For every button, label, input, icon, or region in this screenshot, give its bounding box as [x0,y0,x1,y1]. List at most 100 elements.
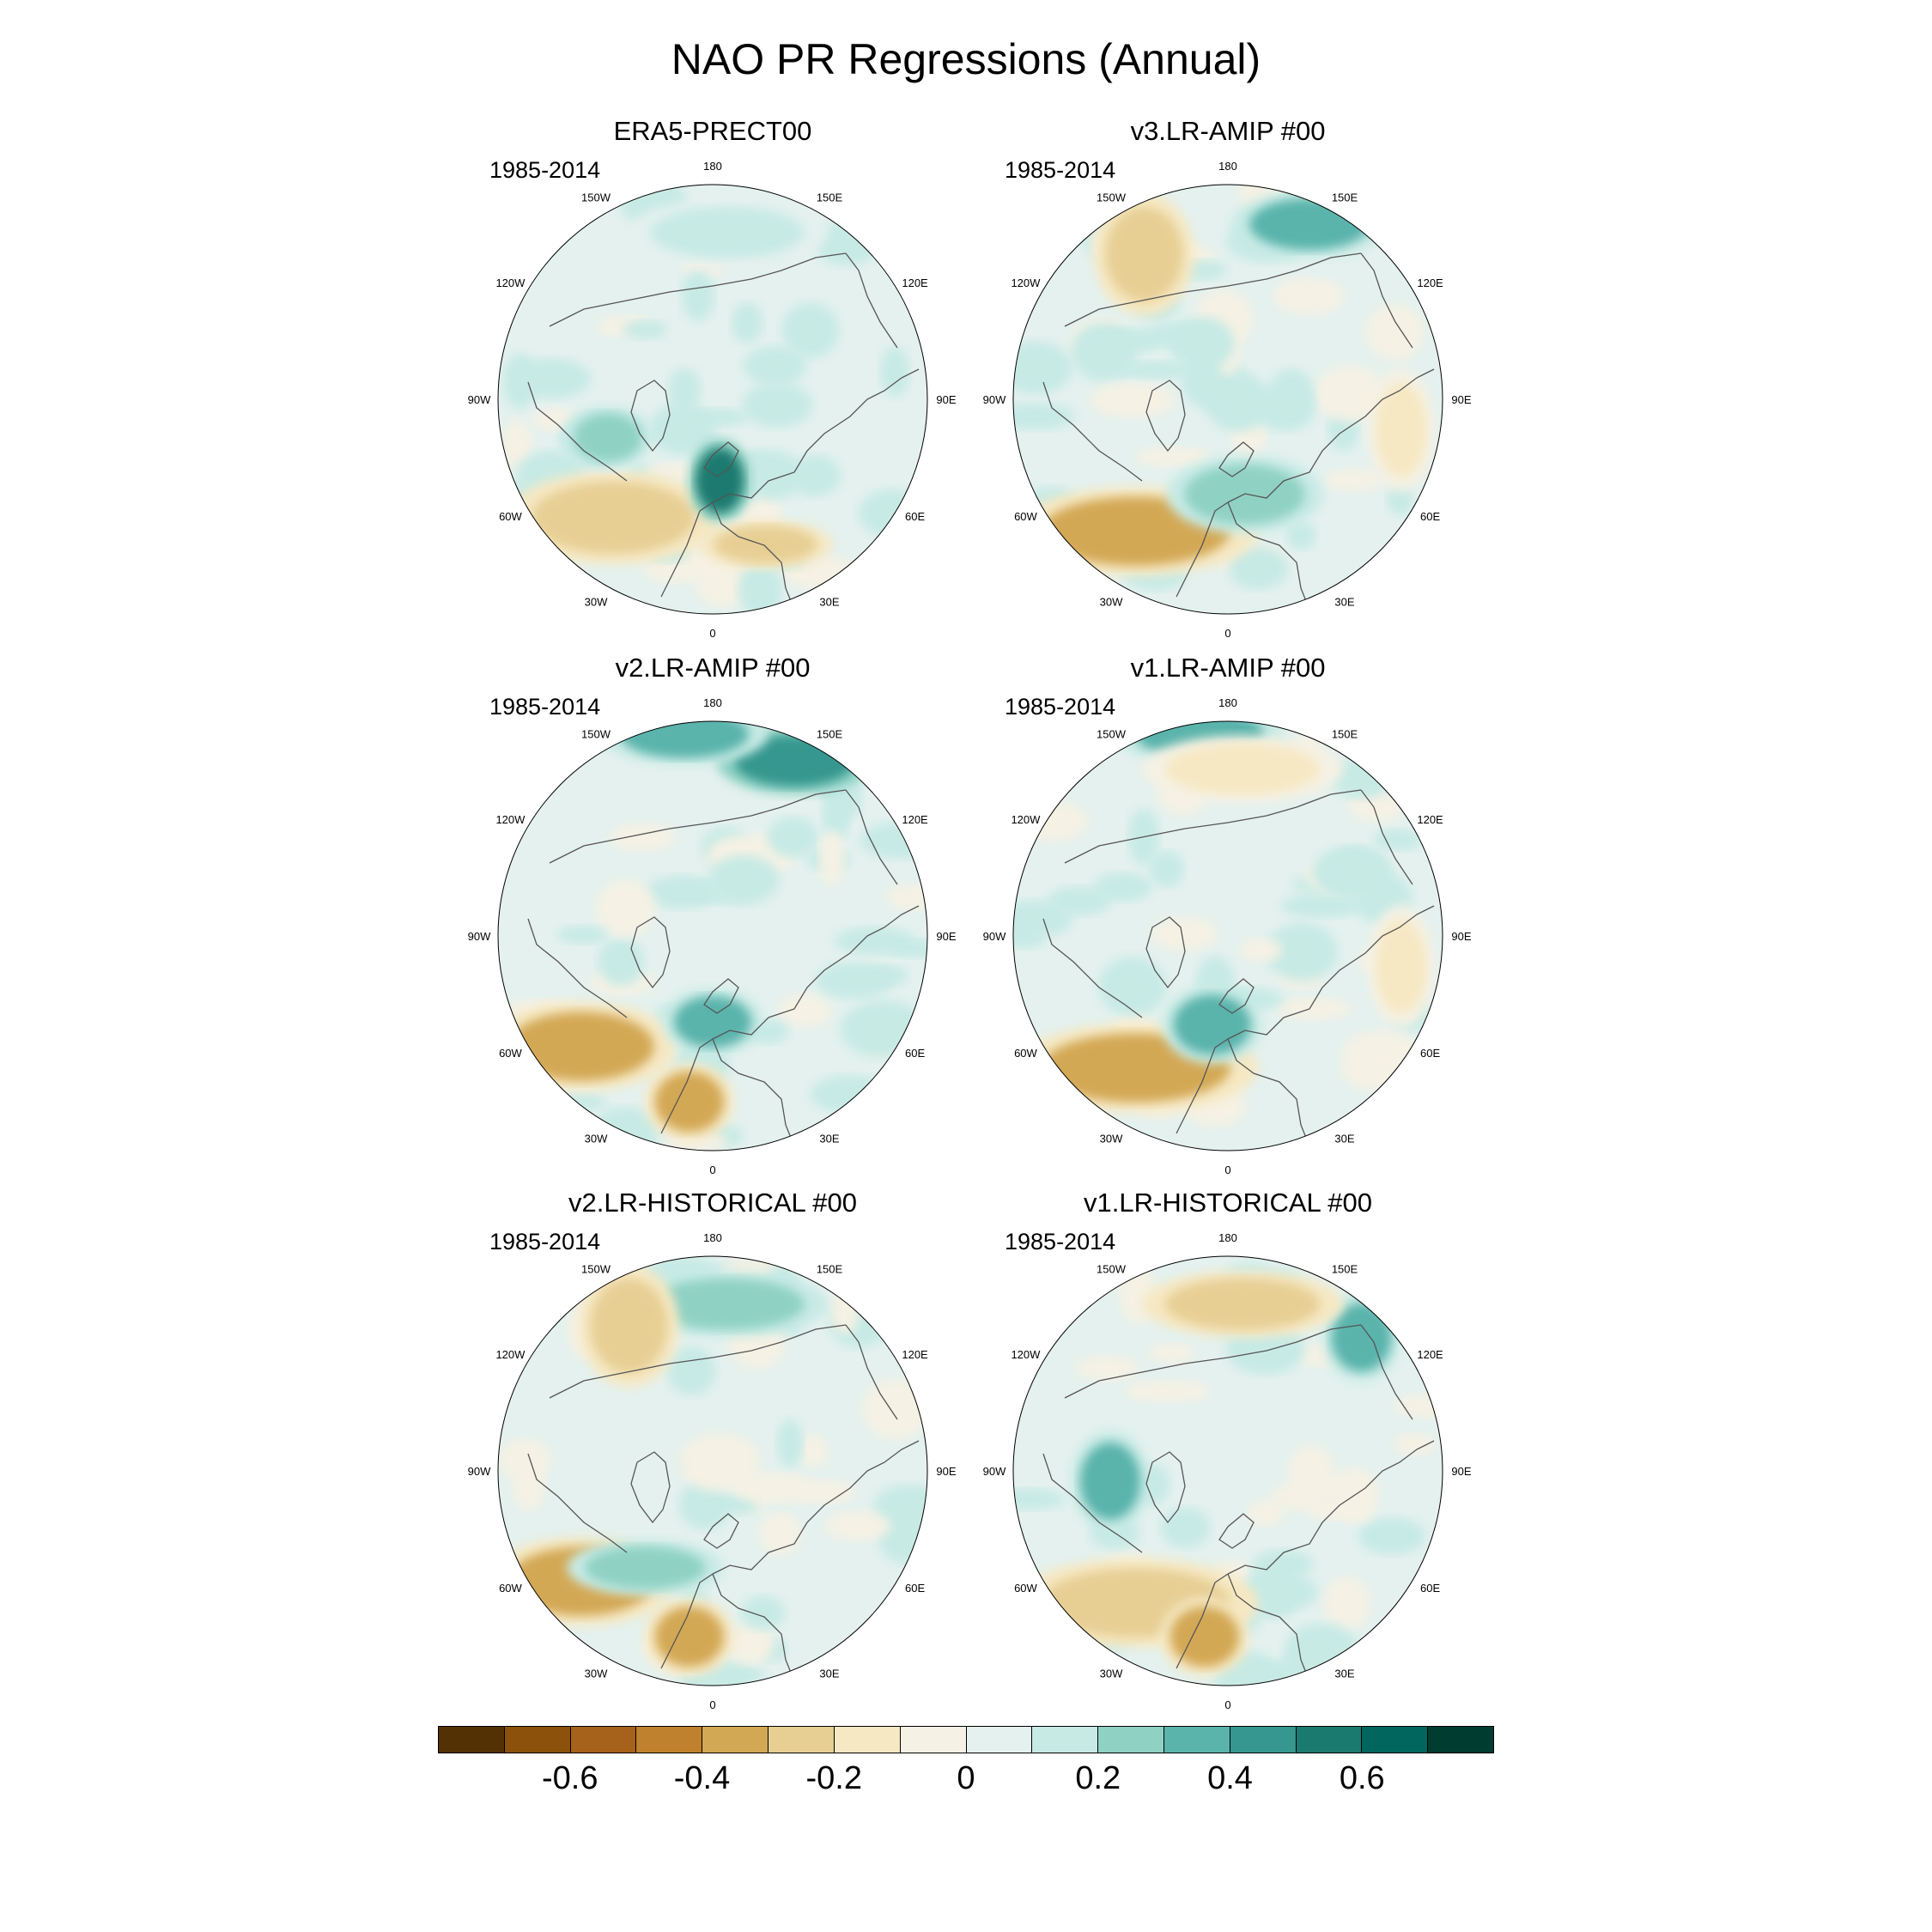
noise-patch [1373,829,1423,851]
longitude-label: 60W [1014,1047,1037,1060]
noise-patch [810,1075,889,1113]
noise-patch [648,404,716,455]
noise-patch [610,823,676,851]
longitude-label: 120E [1417,813,1443,826]
anomaly-feature [714,526,817,564]
noise-patch [1228,546,1289,590]
colorbar-swatch [1098,1727,1164,1753]
longitude-label: 0 [1224,627,1230,640]
noise-patch [889,939,927,958]
panel-title: ERA5-PRECT00 [613,116,812,146]
anomaly-feature [654,1607,724,1668]
noise-patch [667,1346,716,1396]
longitude-label: 180 [1218,696,1237,709]
noise-patch [681,270,715,321]
panel-title: v1.LR-AMIP #00 [1130,653,1326,683]
noise-patch [880,346,909,397]
map-panel-v3-amip: v3.LR-AMIP #00 1985-2014 180 150E 120E 90E 6… [970,116,1485,648]
longitude-label: 60W [1014,510,1037,523]
anomaly-feature [1080,1442,1141,1520]
noise-patch [1160,1507,1211,1548]
longitude-label: 150E [817,191,843,204]
map-panel-v1-historical: v1.LR-HISTORICAL #00 1985-2014 180 150E 12… [970,1188,1485,1720]
noise-patch [1325,468,1382,492]
noise-patch [501,419,533,469]
longitude-label: 120E [902,813,928,826]
longitude-label: 60W [499,510,522,523]
coastline [549,1324,847,1399]
longitude-label: 30W [585,1668,608,1680]
colorbar: -0.6 -0.4 -0.2 0 0.2 0.4 0.6 [438,1726,1494,1829]
coastline [1227,368,1435,503]
noise-patch [1013,1488,1066,1510]
colorbar-swatch [570,1727,637,1753]
coastline [1218,1513,1255,1549]
noise-patch [1135,447,1211,468]
longitude-label: 30E [1334,1668,1354,1680]
anomaly-feature [649,206,805,258]
longitude-label: 60E [905,510,925,523]
colorbar-swatch [1163,1727,1230,1753]
noise-patch [776,1419,804,1467]
map-panel-era5: ERA5-PRECT00 1985-2014 180 150E 120E 90E 60E… [455,116,970,648]
longitude-label: 0 [709,1163,715,1176]
noise-patch [502,353,538,410]
longitude-label: 90W [983,930,1006,943]
noise-patch [1076,1355,1139,1382]
noise-patch [731,302,763,343]
anomaly-feature [1164,1278,1320,1330]
coastline [549,789,847,864]
noise-patch [1151,916,1218,951]
noise-patch [767,817,819,858]
colorbar-swatch [769,1727,835,1753]
coastline [712,1038,795,1147]
noise-patch [646,875,716,909]
coastline [712,905,920,1040]
map-field [1013,721,1443,1151]
noise-patch [1285,1623,1358,1673]
longitude-label: 150E [1332,1262,1358,1275]
coastline [1227,905,1435,1040]
longitude-label: 60E [905,1582,925,1595]
longitude-label: 30W [585,1133,608,1145]
colorbar-swatch [1428,1727,1493,1753]
map-field [1013,1256,1443,1686]
longitude-label: 30W [1100,1668,1123,1680]
longitude-label: 150W [581,1262,611,1275]
longitude-label: 30W [1100,1133,1123,1145]
coastline [660,1038,714,1134]
noise-patch [1093,872,1152,902]
colorbar-swatch [1362,1727,1429,1753]
colorbar-swatch [1230,1727,1297,1753]
longitude-label: 0 [1224,1163,1230,1176]
map-boundary [497,720,928,1151]
coastline [1042,381,1143,482]
longitude-label: 90W [468,1465,491,1478]
noise-patch [1394,1433,1437,1455]
noise-patch [1148,1343,1195,1364]
longitude-label: 120W [495,813,526,826]
coastline [703,978,739,1014]
longitude-label: 30W [1100,596,1123,609]
map-boundary [497,184,928,615]
anomaly-feature [573,413,642,462]
longitude-label: 180 [703,160,722,173]
panel-period: 1985-2014 [489,1229,601,1255]
polar-map: 180 150E 120E 90E 60E 30E 0 30W 60W 90W 120W 150W [468,1231,957,1711]
longitude-label: 90W [983,1465,1006,1478]
polar-map: 180 150E 120E 90E 60E 30E 0 30W 60W 90W 120W 150W [468,160,957,640]
coastline [1176,1573,1229,1669]
longitude-label: 30E [1334,596,1354,609]
anomaly-feature [1105,207,1183,302]
longitude-label: 30E [819,1133,839,1145]
coastline [660,501,714,598]
noise-patch [1323,1577,1370,1630]
colorbar-tick-label: 0 [957,1760,975,1796]
colorbar-swatch [966,1727,1033,1753]
map-boundary [497,1255,928,1686]
noise-patch [1253,1549,1313,1580]
longitude-label: 90W [468,930,491,943]
noise-patch [1272,277,1345,315]
anomaly-feature [649,1278,805,1330]
longitude-label: 60W [1014,1582,1037,1595]
